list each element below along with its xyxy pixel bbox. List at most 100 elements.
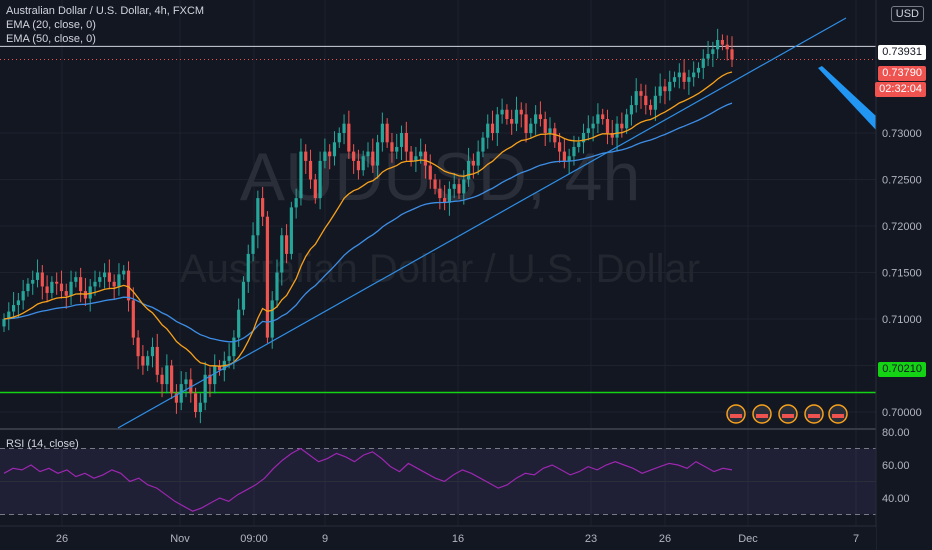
rsi-tick-label: 40.00 [882, 493, 910, 505]
candle-body [122, 270, 126, 275]
event-flag-icon [730, 414, 742, 418]
candle-body [486, 123, 490, 138]
candle-body [352, 151, 356, 161]
candle-body [208, 374, 212, 385]
last-price-tag: 0.73790 [878, 66, 926, 81]
candle-body [385, 123, 389, 143]
price-tick-label: 0.72000 [882, 221, 922, 233]
ema50-legend[interactable]: EMA (50, close, 0) [6, 33, 96, 45]
candle-body [596, 114, 600, 124]
rsi-line [3, 447, 733, 512]
time-axis-bg [0, 527, 876, 550]
candle-body [399, 133, 404, 147]
candle-body [414, 156, 418, 161]
candle-body [31, 279, 35, 284]
candle-body [256, 198, 260, 236]
time-tick-label: 7 [853, 533, 859, 545]
candle-body [74, 277, 78, 282]
candle-body [524, 114, 528, 133]
candle-body [615, 123, 619, 138]
candle-body [553, 128, 557, 143]
price-tick-label: 0.70000 [882, 407, 922, 419]
candle-body [98, 277, 102, 282]
event-flag-icon [832, 414, 844, 418]
candle-body [466, 160, 471, 180]
candle-body [711, 49, 715, 54]
countdown-tag: 02:32:04 [875, 82, 926, 97]
candle-body [232, 337, 236, 357]
candle-body [423, 151, 428, 166]
candle-body [601, 114, 605, 120]
candle-body [380, 123, 384, 143]
time-tick-label: 9 [322, 533, 328, 545]
candle-body [304, 151, 308, 161]
candle-body [174, 393, 179, 403]
candle-body [356, 160, 361, 171]
candle-body [270, 300, 274, 338]
candle-body [155, 346, 159, 375]
time-tick-label: 23 [585, 533, 597, 545]
candle-body [668, 81, 672, 92]
candle-body [284, 235, 289, 254]
ema20-line [3, 71, 733, 367]
event-flag-icon [782, 414, 794, 418]
candle-body [50, 281, 54, 293]
time-axis: 26 Nov 09:00 9 16 23 26 Dec 7 [0, 527, 876, 550]
candle-body [251, 235, 255, 254]
candle-body [495, 114, 499, 133]
rsi-legend[interactable]: RSI (14, close) [6, 438, 79, 450]
candle-body [720, 40, 725, 45]
candle-body [198, 402, 202, 412]
candle-body [112, 281, 116, 287]
currency-button[interactable]: USD [890, 6, 924, 22]
candle-body [265, 216, 270, 338]
candle-body [40, 272, 44, 287]
ema20-legend[interactable]: EMA (20, close, 0) [6, 19, 96, 31]
price-tick-label: 0.71500 [882, 268, 922, 280]
candle-body [682, 72, 686, 82]
candle-body [452, 184, 456, 189]
candle-body [701, 58, 705, 68]
candle-body [141, 356, 145, 366]
candle-body [562, 151, 566, 161]
candle-body [79, 277, 83, 292]
ascending-trendline [117, 17, 847, 429]
candle-body [419, 151, 423, 157]
candle-body [581, 133, 586, 143]
candle-body [308, 160, 313, 180]
candle-body [117, 274, 121, 287]
candle-body [706, 53, 710, 59]
candle-body [404, 133, 408, 152]
candle-body [59, 283, 64, 292]
rsi-tick-label: 60.00 [882, 460, 910, 472]
candle-body [146, 356, 150, 366]
candle-body [447, 188, 452, 203]
event-flag-icon [756, 414, 768, 418]
price-tick-label: 0.72500 [882, 175, 922, 187]
time-tick-label: 26 [659, 533, 671, 545]
candle-body [548, 128, 552, 133]
candle-body [21, 291, 25, 301]
candle-body [490, 123, 495, 133]
candle-body [716, 40, 720, 50]
candle-body [107, 272, 111, 282]
price-tick-label: 0.71000 [882, 314, 922, 326]
candle-body [371, 151, 375, 166]
candle-body [577, 142, 581, 147]
candle-body [45, 286, 49, 293]
chart-legend: Australian Dollar / U.S. Dollar, 4h, FXC… [6, 4, 204, 46]
candle-body [347, 123, 351, 152]
candle-body [184, 379, 188, 385]
candle-body [318, 160, 322, 199]
ema-lines [3, 71, 733, 367]
candle-body [35, 272, 40, 280]
candle-body [672, 77, 677, 82]
candle-body [591, 123, 595, 129]
candle-body [136, 337, 140, 357]
candle-body [395, 146, 399, 152]
symbol-title[interactable]: Australian Dollar / U.S. Dollar, 4h, FXC… [6, 5, 205, 17]
candle-body [629, 105, 634, 115]
candle-body [26, 283, 30, 292]
candle-body [514, 109, 519, 124]
